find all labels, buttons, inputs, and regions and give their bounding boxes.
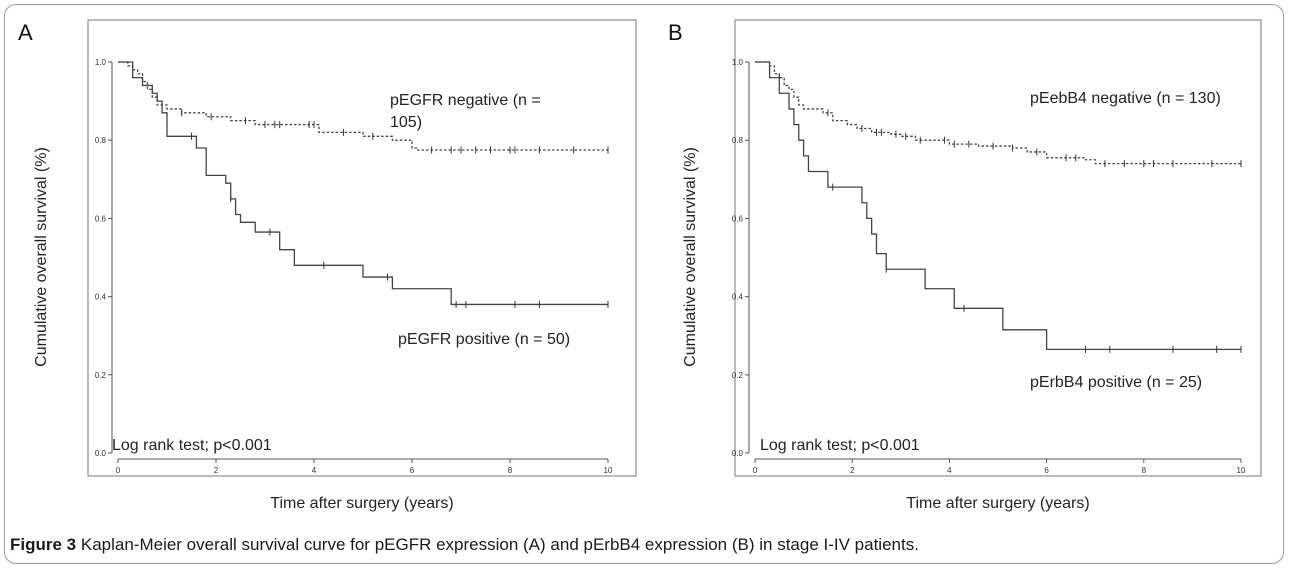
panel-b-negative-label: pEebB4 negative (n = 130) xyxy=(1030,90,1221,107)
panel-a-x-tick-label: 10 xyxy=(604,466,613,475)
panel-a-negative-label-line2: 105) xyxy=(390,114,422,131)
panel-a-y-axis-label: Cumulative overall survival (%) xyxy=(33,147,50,367)
panel-b-axes: 0.0 0.2 0.4 0.6 0.8 1.0 0 2 4 6 8 10 xyxy=(732,58,1246,475)
panel-b-series-2-curve xyxy=(755,61,1241,351)
panel-b-y-tick-label: 0.6 xyxy=(732,214,744,223)
panel-a-series xyxy=(118,61,609,308)
panel-a-y-tick-label: 0.4 xyxy=(95,293,107,302)
panel-a-y-tick-label: 0.8 xyxy=(95,136,107,145)
panel-b-x-axis-label: Time after surgery (years) xyxy=(906,495,1089,512)
panel-b-letter: B xyxy=(668,20,683,45)
panel-a-x-tick-label: 8 xyxy=(508,466,513,475)
panel-b-logrank-annotation: Log rank test; p<0.001 xyxy=(760,437,920,454)
panel-a-chart: A 0.0 0.2 0.4 0.6 0.8 1.0 0 2 4 6 8 10 Time after s… xyxy=(18,19,637,512)
panel-b-x-tick-label: 4 xyxy=(947,466,952,475)
panel-b-x-tick-label: 2 xyxy=(850,466,855,475)
panel-a-y-tick-label: 0.6 xyxy=(95,214,107,223)
panel-b-series-1-curve xyxy=(755,61,1241,165)
panel-b-series xyxy=(755,61,1242,353)
panel-a-y-tick-label: 0.2 xyxy=(95,371,107,380)
panel-a-x-tick-label: 2 xyxy=(214,466,219,475)
panel-a-series-2-curve xyxy=(118,61,608,306)
caption-label: Figure 3 xyxy=(10,535,77,554)
panel-a-plot-frame xyxy=(87,19,637,477)
panel-b-x-tick-label: 10 xyxy=(1237,466,1246,475)
panel-b-y-tick-label: 0.0 xyxy=(732,449,744,458)
panel-b-x-tick-label: 6 xyxy=(1044,466,1049,475)
panel-b-y-tick-label: 0.2 xyxy=(732,371,744,380)
panel-b-x-tick-label: 8 xyxy=(1142,466,1147,475)
panel-b-plot-frame xyxy=(734,19,1262,477)
figure-frame xyxy=(4,4,1284,564)
panel-a-negative-label-line1: pEGFR negative (n = xyxy=(390,92,541,109)
panel-b-y-tick-label: 0.4 xyxy=(732,293,744,302)
panel-a-logrank-annotation: Log rank test; p<0.001 xyxy=(112,437,272,454)
figure-panels: A 0.0 0.2 0.4 0.6 0.8 1.0 0 2 4 6 8 10 Time after s… xyxy=(18,19,1262,512)
figure-caption: Figure 3 Kaplan-Meier overall survival c… xyxy=(10,535,919,555)
panel-a-x-tick-label: 6 xyxy=(410,466,415,475)
panel-a-axes: 0.0 0.2 0.4 0.6 0.8 1.0 0 2 4 6 8 10 xyxy=(95,58,613,475)
panel-b-chart: B 0.0 0.2 0.4 0.6 0.8 1.0 0 2 4 6 8 10 Time after s… xyxy=(668,19,1262,512)
panel-a-x-axis-label: Time after surgery (years) xyxy=(270,495,453,512)
panel-b-y-tick-label: 1.0 xyxy=(732,58,744,67)
panel-a-x-tick-label: 0 xyxy=(116,466,121,475)
panel-a-y-tick-label: 1.0 xyxy=(95,58,107,67)
panel-a-x-tick-label: 4 xyxy=(312,466,317,475)
panel-a-letter: A xyxy=(18,20,33,45)
panel-a-positive-label: pEGFR positive (n = 50) xyxy=(398,331,570,348)
panel-a-y-tick-label: 0.0 xyxy=(95,449,107,458)
panel-b-y-axis-label: Cumulative overall survival (%) xyxy=(682,147,699,367)
panel-b-y-tick-label: 0.8 xyxy=(732,136,744,145)
panel-b-x-tick-label: 0 xyxy=(753,466,758,475)
panel-b-positive-label: pErbB4 positive (n = 25) xyxy=(1030,374,1202,391)
caption-text: Kaplan-Meier overall survival curve for … xyxy=(80,535,919,554)
